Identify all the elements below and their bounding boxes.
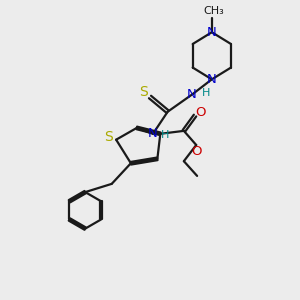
Text: S: S [139,85,148,99]
Text: S: S [104,130,113,144]
Text: N: N [207,73,217,86]
Text: H: H [202,88,210,98]
Text: O: O [196,106,206,119]
Text: N: N [207,26,217,39]
Text: H: H [161,130,170,140]
Text: N: N [148,127,158,140]
Text: O: O [191,145,202,158]
Text: CH₃: CH₃ [204,6,225,16]
Text: N: N [187,88,197,100]
